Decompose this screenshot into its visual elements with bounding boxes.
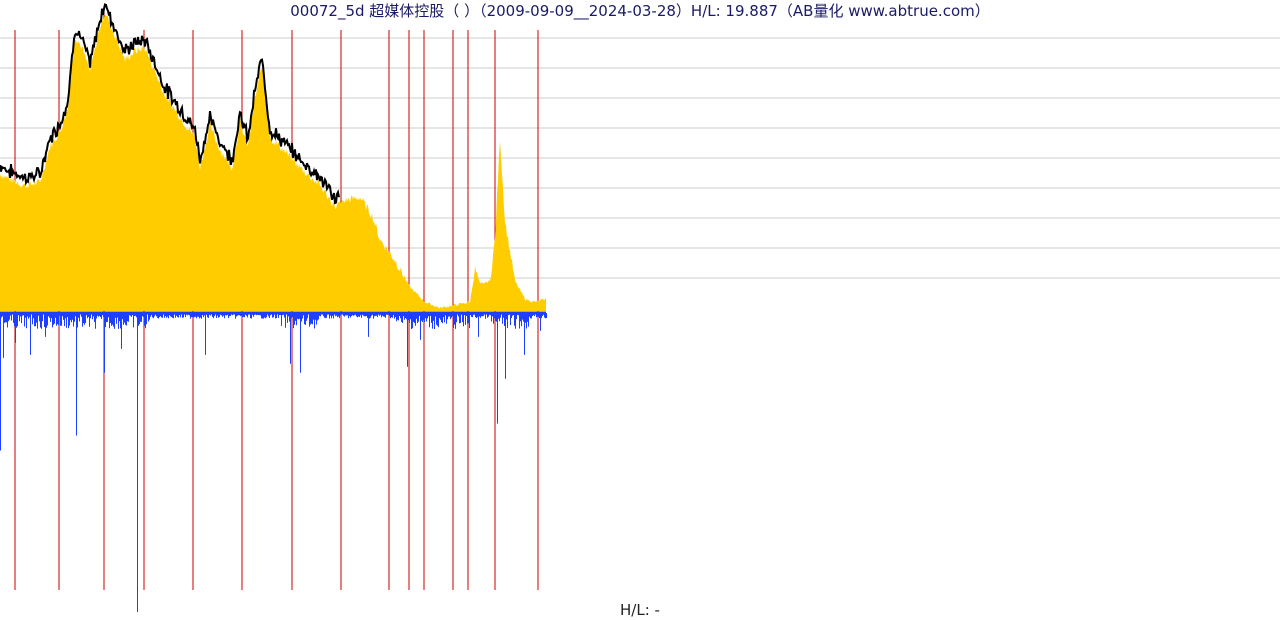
price-high-line [0,3,340,205]
price-series [0,3,546,312]
chart-title: 00072_5d 超媒体控股（ ）（2009-09-09__2024-03-28… [290,2,990,20]
volume-series [0,311,547,612]
price-area [0,14,546,312]
hl-readout: H/L: - [620,601,660,619]
